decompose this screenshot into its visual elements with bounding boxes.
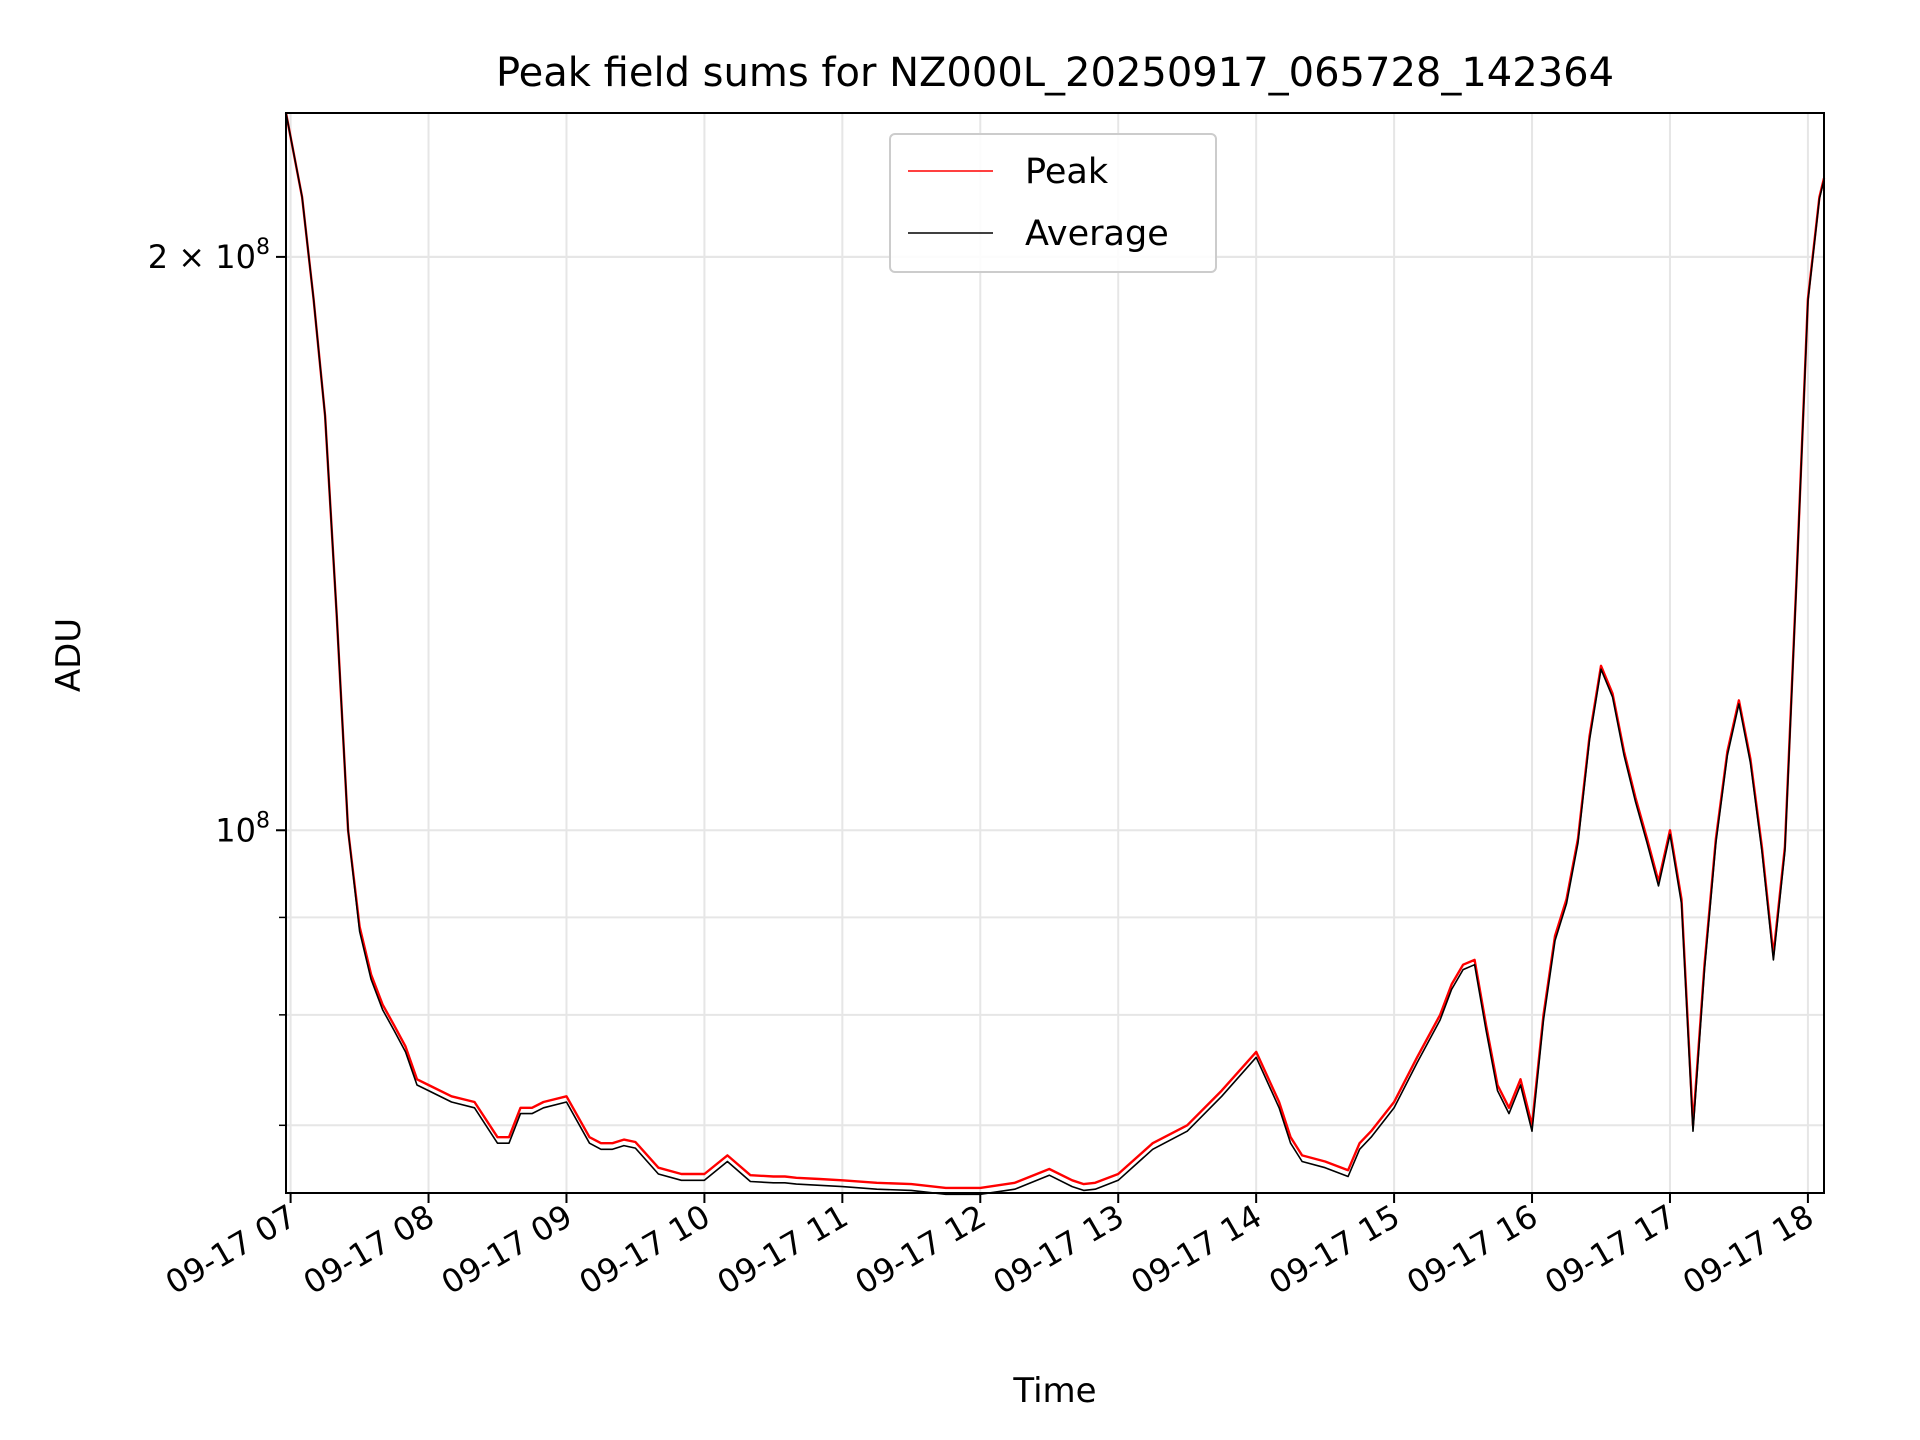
y-tick-label: 2 × 108: [148, 235, 270, 276]
y-tick-label: 108: [215, 808, 270, 849]
series-line-peak: [284, 112, 1826, 1190]
y-axis: 2 × 108 108: [148, 235, 286, 1127]
grid: [286, 113, 1824, 1193]
series-line-average: [285, 112, 1825, 1196]
plot-frame: [285, 112, 1825, 1194]
chart-title: Peak field sums for NZ000L_20250917_0657…: [496, 50, 1614, 96]
legend-label-average: Average: [1025, 214, 1169, 254]
legend-label-peak: Peak: [1025, 152, 1109, 192]
plot-area: [284, 112, 1826, 1196]
legend-box: [889, 133, 1217, 273]
y-axis-title: ADU: [49, 618, 89, 692]
x-axis-title: Time: [1012, 1371, 1096, 1411]
legend: Peak Average: [889, 133, 1217, 273]
